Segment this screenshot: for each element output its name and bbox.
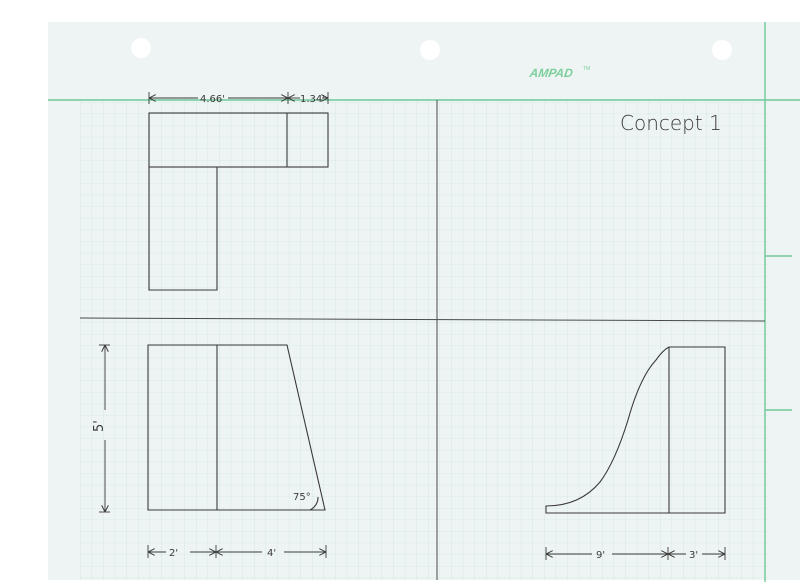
grid-area — [80, 102, 768, 580]
angle-arc — [309, 496, 319, 511]
front-bottom-dimension — [147, 545, 327, 558]
top-view-upper-bar — [148, 112, 329, 168]
horizontal-divider — [79, 317, 766, 322]
side-view — [545, 346, 726, 514]
front-dim-left-label: 2' — [169, 548, 178, 559]
front-view-outline — [147, 344, 326, 511]
binder-hole-center — [420, 40, 440, 60]
front-view — [147, 344, 326, 511]
binder-hole-right — [712, 40, 732, 60]
side-dim-left-label: 9' — [596, 550, 605, 561]
side-bottom-dimension — [545, 547, 726, 560]
top-dimension — [148, 92, 329, 104]
angle-label: 75° — [293, 492, 311, 503]
height-dim-label: 5' — [92, 420, 107, 432]
top-dim-left-label: 4.66' — [200, 94, 225, 105]
side-dim-right-label: 3' — [689, 550, 698, 561]
concept-title: Concept 1 — [620, 111, 722, 135]
top-view-leg — [148, 167, 218, 291]
height-dimension — [99, 344, 110, 513]
brand-trademark: TM — [583, 66, 590, 72]
front-dim-right-label: 4' — [267, 548, 276, 559]
top-view — [148, 112, 329, 291]
binder-hole-left — [131, 38, 151, 58]
side-view-ramp-profile — [545, 346, 726, 514]
brand-logo: AMPAD — [528, 66, 574, 80]
top-dim-right-label: 1.34' — [300, 94, 325, 105]
